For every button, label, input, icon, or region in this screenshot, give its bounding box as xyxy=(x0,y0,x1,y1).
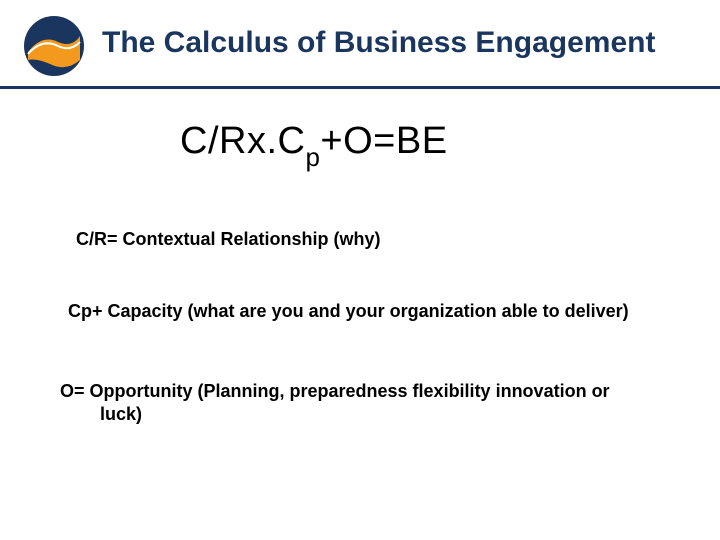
formula-part-2: +O=BE xyxy=(320,120,447,162)
definition-o: O= Opportunity (Planning, preparedness f… xyxy=(60,380,640,425)
definition-o-line2: luck) xyxy=(60,403,640,426)
formula-part-1: C/Rx.C xyxy=(180,120,305,162)
slide-header: The Calculus of Business Engagement xyxy=(0,0,720,92)
definition-cr: C/R= Contextual Relationship (why) xyxy=(76,228,381,251)
logo-icon xyxy=(22,14,86,78)
slide: The Calculus of Business Engagement C/Rx… xyxy=(0,0,720,540)
definition-o-line1: O= Opportunity (Planning, preparedness f… xyxy=(60,381,610,401)
slide-title: The Calculus of Business Engagement xyxy=(102,26,655,60)
definition-cp: Cp+ Capacity (what are you and your orga… xyxy=(68,300,629,323)
formula-equation: C/Rx.Cp+O=BE xyxy=(180,120,448,169)
title-underline xyxy=(0,86,720,89)
formula-subscript: p xyxy=(305,142,320,172)
